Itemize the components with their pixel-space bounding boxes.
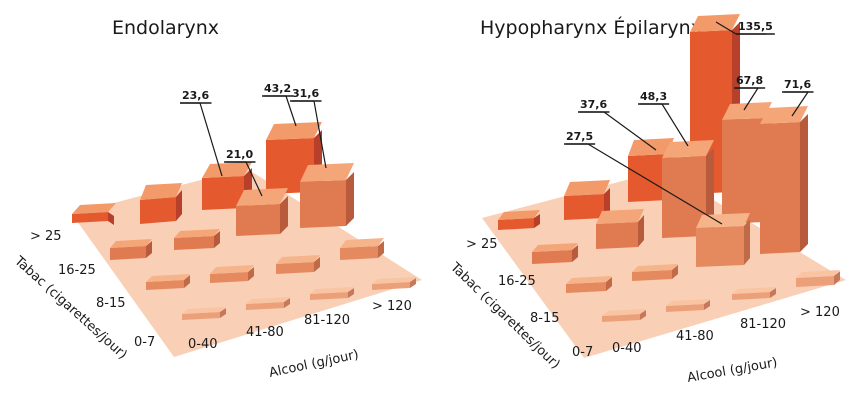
tick-label: 8-15: [530, 311, 560, 326]
bar: [564, 180, 610, 220]
tick-label: 0-7: [572, 345, 593, 360]
bar: [796, 270, 840, 287]
bar: [246, 297, 290, 310]
bar: [566, 276, 612, 293]
tick-label: > 25: [466, 237, 498, 252]
bar: [632, 264, 678, 281]
tick-label: > 25: [30, 229, 62, 244]
tick-label: > 120: [800, 305, 840, 320]
tick-label: 81-120: [304, 313, 350, 328]
bar: [140, 183, 182, 224]
bar: [276, 255, 320, 274]
data-label: 43,2: [264, 82, 291, 95]
data-label: 23,6: [182, 89, 209, 102]
bar: [236, 188, 288, 236]
x-axis-label: Alcool (g/jour): [686, 355, 778, 386]
tick-label: 81-120: [740, 317, 786, 332]
tick-label: 41-80: [246, 325, 284, 340]
data-label: 31,6: [292, 87, 319, 100]
chart-hypopharynx-epilarynx: Hypopharynx Épilarynx: [447, 14, 846, 386]
chart-title: Endolarynx: [112, 17, 219, 39]
data-label: 71,6: [784, 78, 811, 91]
chart-title: Hypopharynx Épilarynx: [480, 16, 702, 39]
bar: [300, 163, 354, 228]
bar: [696, 213, 750, 267]
bar: [372, 277, 416, 290]
data-label: 21,0: [226, 148, 253, 161]
bar: [182, 307, 226, 320]
data-label: 48,3: [640, 90, 667, 103]
bar: [532, 243, 578, 264]
tick-label: 8-15: [96, 296, 126, 311]
data-label: 135,5: [738, 20, 773, 33]
bars: [498, 14, 840, 322]
bar: [174, 229, 220, 250]
tick-label: 16-25: [58, 263, 96, 278]
bar: [596, 209, 644, 249]
bar: [146, 274, 190, 290]
bar: [602, 309, 646, 322]
bar: [72, 203, 116, 225]
chart-endolarynx: Endolarynx: [11, 17, 422, 381]
bar: [210, 265, 254, 283]
bar: [732, 287, 776, 300]
data-label: 37,6: [580, 98, 607, 111]
tick-label: 0-40: [188, 337, 218, 352]
bar: [760, 106, 808, 254]
tick-label: 41-80: [676, 329, 714, 344]
tick-label: 0-40: [612, 341, 642, 356]
tick-label: 16-25: [498, 274, 536, 289]
x-axis-label: Alcool (g/jour): [268, 347, 360, 381]
bars: [72, 122, 416, 320]
tick-label: 0-7: [134, 335, 155, 350]
tick-label: > 120: [372, 299, 412, 314]
data-label: 27,5: [566, 130, 593, 143]
bar: [340, 238, 384, 260]
bar: [662, 140, 714, 238]
bar: [110, 239, 152, 260]
bar: [310, 287, 354, 300]
bar: [498, 210, 540, 230]
data-label: 67,8: [736, 74, 763, 87]
bar: [666, 299, 710, 312]
